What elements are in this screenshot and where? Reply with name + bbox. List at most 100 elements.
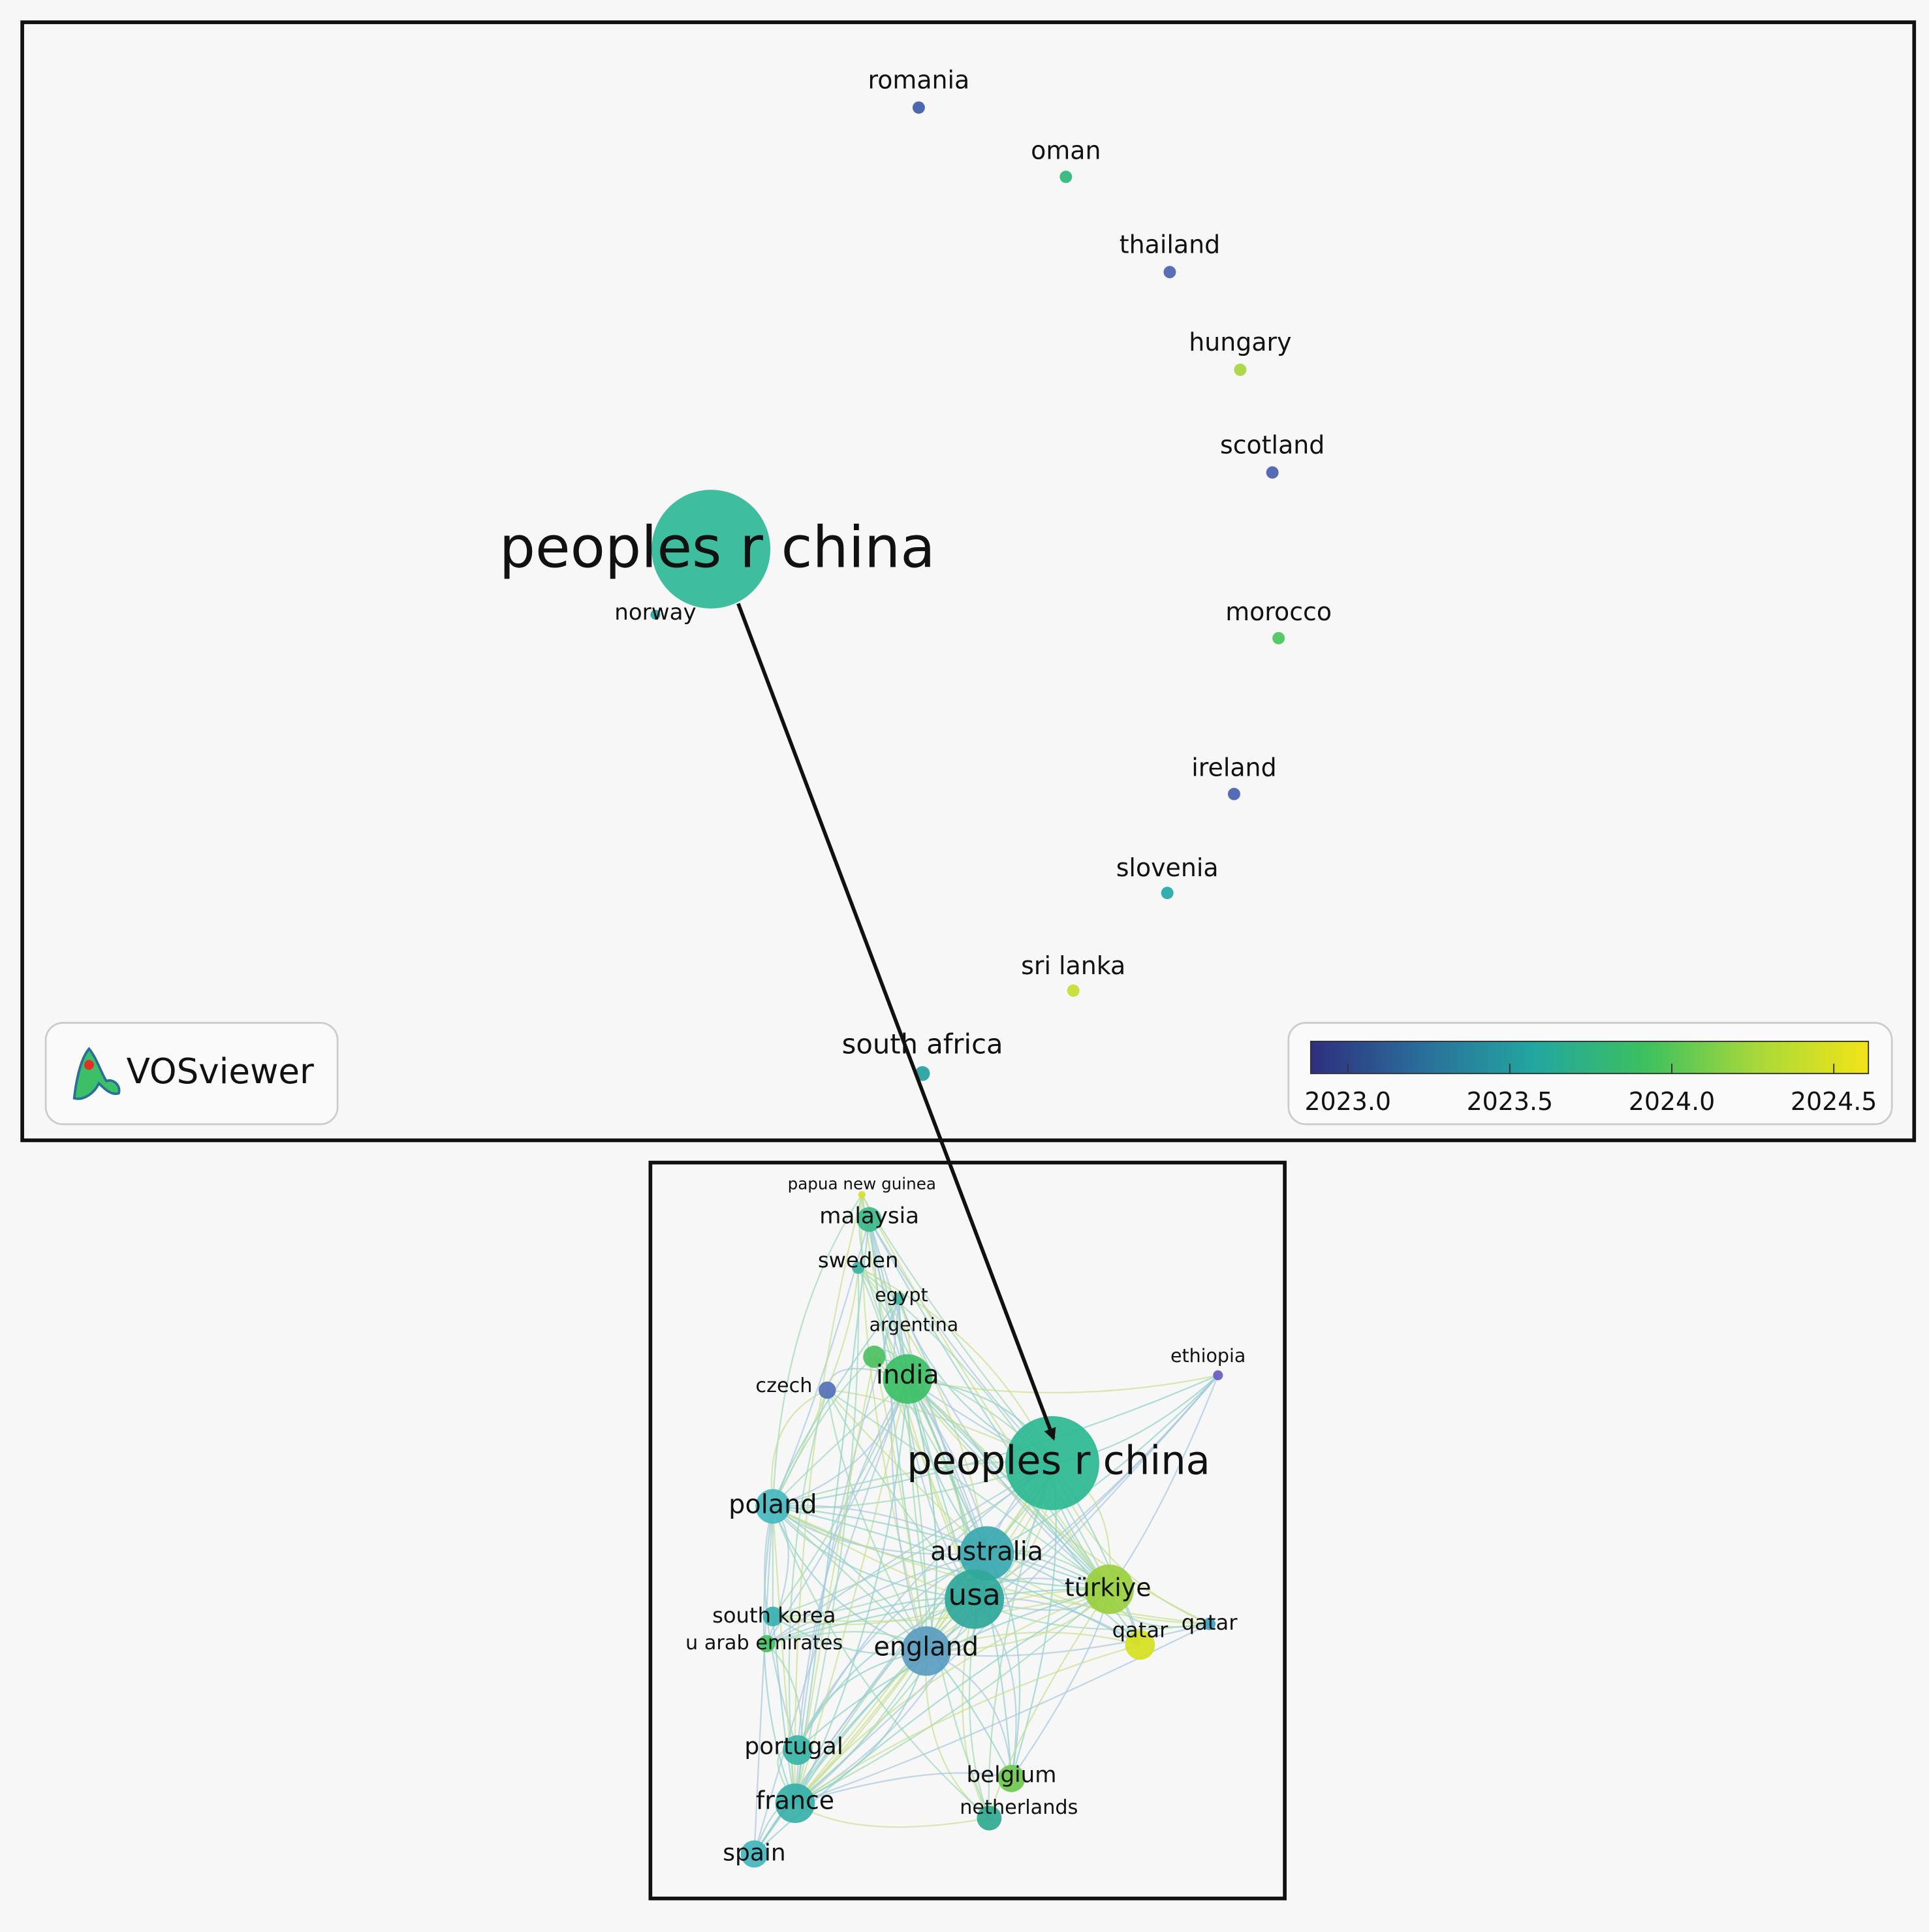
link [766, 1643, 803, 1804]
link [794, 1651, 927, 1804]
node-label: hungary [1189, 328, 1291, 356]
logo-icon [72, 1047, 121, 1100]
node [997, 1765, 1026, 1792]
link [753, 1378, 909, 1854]
legend-tick-label: 2023.5 [1467, 1087, 1554, 1116]
node [1227, 787, 1240, 800]
node [783, 1735, 813, 1766]
node-label: portugal [744, 1734, 843, 1760]
node-label: usa [948, 1577, 1000, 1612]
node-label: belgium [966, 1762, 1056, 1788]
link [794, 1772, 1012, 1804]
link [772, 1506, 927, 1652]
legend-tick-label: 2024.0 [1629, 1087, 1716, 1116]
node [959, 1526, 1014, 1581]
node [852, 1261, 865, 1275]
link [794, 1356, 875, 1803]
link [794, 1651, 927, 1804]
link [796, 1378, 909, 1750]
node [1213, 1370, 1223, 1380]
node-label: india [876, 1360, 939, 1390]
link [962, 1599, 990, 1819]
zoom-arrow [736, 603, 1056, 1441]
node-label: scotland [1220, 430, 1325, 459]
node [1163, 266, 1176, 279]
link [873, 1356, 927, 1651]
node [977, 1805, 1002, 1831]
node-label: thailand [1120, 230, 1220, 259]
link [986, 1374, 1219, 1555]
node-label: oman [1031, 136, 1101, 165]
node [1067, 984, 1080, 997]
node [1234, 363, 1247, 376]
node [1203, 1617, 1216, 1630]
node-label: romania [868, 66, 970, 95]
top-panel [20, 20, 1917, 1143]
node [1005, 1416, 1099, 1510]
node [1059, 170, 1073, 183]
link [772, 1506, 1141, 1646]
node-label: türkiye [1065, 1574, 1152, 1602]
node [901, 1626, 951, 1676]
node [883, 1354, 933, 1404]
node [1125, 1630, 1155, 1660]
link [988, 1589, 1110, 1818]
link [857, 1267, 1110, 1590]
link [772, 1506, 1110, 1591]
node-label: slovenia [1116, 853, 1219, 882]
link [826, 1389, 988, 1554]
link [907, 1378, 1210, 1625]
node [758, 1635, 776, 1653]
link [907, 1378, 1110, 1590]
node-label: czech [755, 1374, 812, 1397]
link [826, 1389, 927, 1652]
link [794, 1589, 1110, 1804]
node-label: ireland [1191, 753, 1276, 782]
link [772, 1506, 1012, 1779]
logo-text: VOSviewer [127, 1051, 314, 1092]
node-label: ethiopia [1170, 1345, 1246, 1367]
link [868, 1219, 1110, 1590]
node [775, 1783, 815, 1824]
node-label: south korea [712, 1603, 836, 1628]
node [1084, 1564, 1135, 1614]
node [863, 1345, 886, 1369]
link [794, 1463, 1053, 1804]
link [794, 1374, 1219, 1804]
node-label: morocco [1225, 597, 1332, 626]
node [651, 490, 771, 609]
link [861, 1194, 1110, 1590]
color-bar [1310, 1040, 1870, 1075]
node [1266, 466, 1279, 479]
link [826, 1389, 1110, 1591]
link [794, 1589, 1110, 1804]
node-label: south africa [842, 1028, 1003, 1060]
node-label: argentina [870, 1314, 959, 1336]
node [856, 1207, 882, 1232]
node [650, 609, 661, 620]
link [794, 1194, 863, 1803]
node-label: peoples r china [499, 515, 935, 581]
node-label: malaysia [819, 1203, 919, 1229]
node-label: sri lanka [1021, 951, 1125, 980]
node-label: australia [930, 1537, 1043, 1567]
link [772, 1378, 909, 1508]
node-label: netherlands [960, 1796, 1078, 1819]
link [794, 1644, 1140, 1804]
node-label: peoples r china [907, 1438, 1210, 1483]
legend-tick-label: 2023.0 [1304, 1087, 1391, 1116]
link [794, 1267, 860, 1804]
link [794, 1378, 909, 1804]
link [772, 1194, 863, 1507]
link [898, 1298, 975, 1600]
node [858, 1191, 866, 1199]
node [945, 1569, 1005, 1629]
nodes: romania oman thailand hungary scotland people… [499, 66, 1332, 1868]
node [1161, 887, 1174, 900]
node-label: sweden [818, 1248, 899, 1273]
node [762, 1606, 783, 1626]
node [818, 1381, 836, 1399]
link [762, 1506, 796, 1804]
